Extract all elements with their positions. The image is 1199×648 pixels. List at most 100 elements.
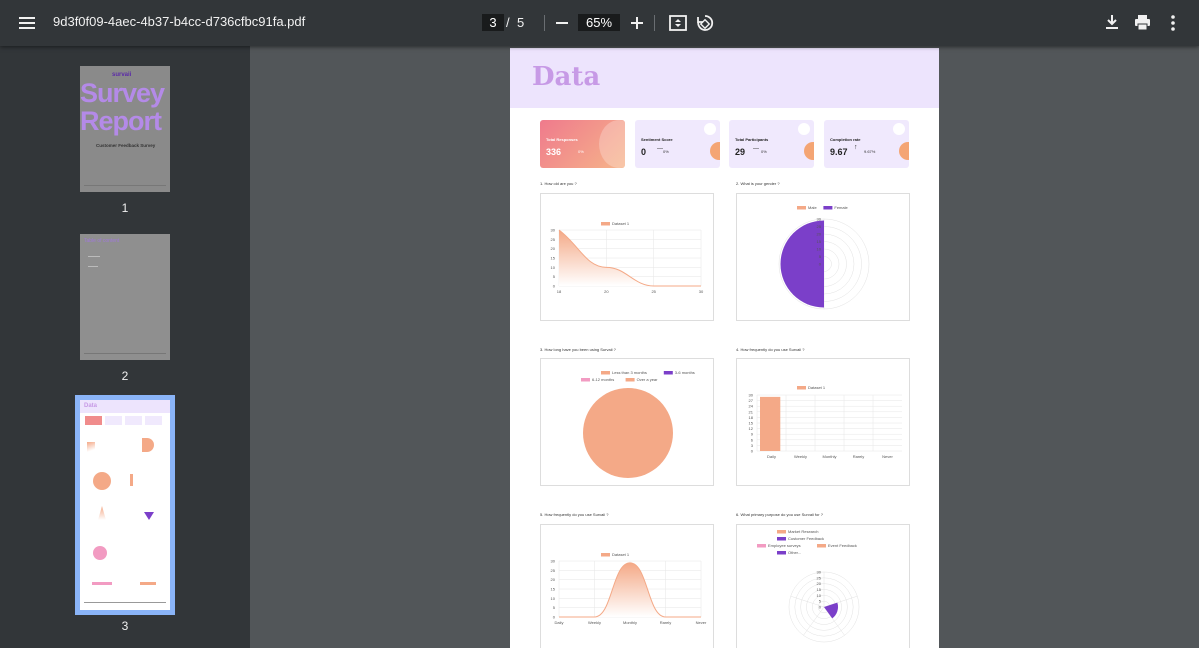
x-tick-label: Daily — [555, 620, 564, 625]
legend-swatch — [777, 530, 786, 534]
x-tick-label: 18 — [557, 289, 562, 294]
thumb-toc-line — [88, 256, 100, 257]
toolbar-divider — [654, 15, 655, 31]
r-tick-label: 5 — [819, 254, 822, 259]
pdf-toolbar: 9d3f0f09-4aec-4b37-b4cc-d736cfbc91fa.pdf… — [0, 0, 1199, 46]
y-tick-label: 0 — [751, 449, 754, 454]
r-tick-label: 15 — [817, 239, 822, 244]
arrow-up-icon: ↑ — [854, 144, 858, 151]
total-pages: 5 — [517, 15, 525, 30]
thumb-footer-line — [84, 602, 166, 603]
legend-label: 6-12 months — [592, 377, 614, 382]
legend-swatch — [601, 553, 610, 557]
chart-frequency-bar: Dataset 1 0 3 6 9 12 15 18 21 24 27 30 Daily Weekly Mo… — [736, 358, 910, 486]
thumb-footer-line — [84, 185, 166, 186]
card-percent: 0% — [663, 149, 669, 154]
y-tick-label: 25 — [551, 568, 556, 573]
y-tick-label: 0 — [553, 615, 556, 620]
stat-card-total-responses: Total Responses 336 0% — [540, 120, 625, 168]
thumb-title: Report — [80, 106, 162, 136]
thumb-chart — [92, 506, 112, 520]
card-label: Total Responses — [546, 137, 578, 142]
chart-frequency-area: Dataset 1 0 5 10 15 20 25 30 Daily Weekly Monthly R… — [540, 524, 714, 648]
usage-duration-pie-chart: Less than 3 months 3-6 months 6-12 months O… — [581, 370, 695, 478]
thumb-card — [145, 416, 162, 425]
x-tick-label: Rarely — [660, 620, 672, 625]
r-tick-label: 30 — [817, 570, 822, 575]
x-tick-label: 30 — [699, 289, 704, 294]
legend-label: Dataset 1 — [612, 221, 630, 226]
legend-label: Over a year — [637, 377, 659, 382]
gender-polar-chart: Male Female 30 25 20 15 10 5 0 — [778, 205, 870, 310]
purpose-polar-chart: Market Research Customer Feedback Employee… — [757, 529, 860, 643]
x-tick-label: 20 — [604, 289, 609, 294]
x-tick-label: Never — [882, 454, 893, 459]
series-line — [558, 229, 701, 287]
polar-spoke — [790, 595, 825, 608]
card-decoration — [899, 142, 909, 160]
chart-usage-duration: Less than 3 months 3-6 months 6-12 months O… — [540, 358, 714, 486]
page-number-input[interactable]: 3 — [482, 14, 504, 31]
thumb-toc-line — [88, 266, 98, 267]
card-decoration — [893, 123, 905, 135]
r-tick-label: 10 — [817, 247, 822, 252]
thumb-chart — [130, 474, 133, 486]
zoom-level-input[interactable]: 65% — [578, 14, 620, 31]
card-decoration — [599, 120, 625, 168]
zoom-out-icon[interactable] — [553, 14, 571, 32]
y-tick-label: 5 — [553, 274, 556, 279]
thumb-header — [80, 400, 170, 413]
page-separator: / — [506, 15, 510, 30]
print-icon[interactable] — [1133, 13, 1152, 32]
legend-label: 3-6 months — [675, 370, 695, 375]
page-thumbnail-1[interactable]: survaii Survey Report Customer Feedback … — [80, 66, 170, 192]
thumb-heading: Table of content — [84, 238, 120, 244]
legend-swatch — [757, 544, 766, 548]
card-value: 9.67 — [830, 147, 848, 157]
r-tick-label: 20 — [817, 581, 822, 586]
polar-spoke — [823, 606, 845, 636]
dash-icon: — — [753, 146, 759, 152]
x-tick-label: Weekly — [794, 454, 807, 459]
page-thumbnail-2[interactable]: Table of content — [80, 234, 170, 360]
y-tick-label: 9 — [751, 432, 754, 437]
thumb-card — [105, 416, 122, 425]
legend-label: Dataset 1 — [612, 552, 630, 557]
r-tick-label: 0 — [819, 262, 822, 267]
stat-card-total-participants: Total Participants 29 — 0% — [729, 120, 814, 168]
y-tick-label: 12 — [749, 426, 754, 431]
chart-age: Dataset 1 0 5 10 15 20 25 30 18 20 25 30 — [540, 193, 714, 321]
r-tick-label: 30 — [817, 217, 822, 222]
rotate-icon[interactable] — [695, 13, 715, 33]
card-value: 0 — [641, 147, 647, 157]
page-thumbnail-3-selected[interactable]: Data — [75, 395, 175, 615]
y-tick-label: 10 — [551, 265, 556, 270]
thumb-brand: survaii — [112, 72, 132, 78]
card-percent: 0% — [761, 149, 767, 154]
card-decoration — [704, 123, 716, 135]
zoom-in-icon[interactable] — [628, 14, 646, 32]
r-tick-label: 5 — [819, 599, 822, 604]
thumbnail-number: 3 — [121, 619, 129, 633]
chart-purpose: Market Research Customer Feedback Employee… — [736, 524, 910, 648]
card-value: 336 — [546, 147, 562, 157]
more-options-icon[interactable] — [1166, 13, 1180, 33]
question-label: 4. How frequently do you use Survaii ? — [736, 347, 805, 352]
y-tick-label: 15 — [551, 587, 556, 592]
y-tick-label: 20 — [551, 577, 556, 582]
thumbnail-number: 1 — [121, 201, 129, 215]
legend-label: Female — [834, 205, 848, 210]
r-tick-label: 20 — [817, 232, 822, 237]
y-tick-label: 6 — [751, 437, 754, 442]
document-title: 9d3f0f09-4aec-4b37-b4cc-d736cfbc91fa.pdf — [53, 14, 306, 29]
fit-to-page-icon[interactable] — [668, 13, 688, 33]
y-tick-label: 0 — [553, 284, 556, 289]
r-tick-label: 25 — [817, 224, 822, 229]
menu-icon[interactable] — [16, 12, 38, 34]
question-label: 3. How long have you been using Survaii … — [540, 347, 616, 352]
download-icon[interactable] — [1103, 13, 1121, 31]
thumb-chart — [87, 442, 95, 452]
legend-swatch — [823, 206, 833, 210]
stat-card-sentiment-score: Sentiment Score 0 — 0% — [635, 120, 720, 168]
legend-swatch — [777, 537, 786, 541]
